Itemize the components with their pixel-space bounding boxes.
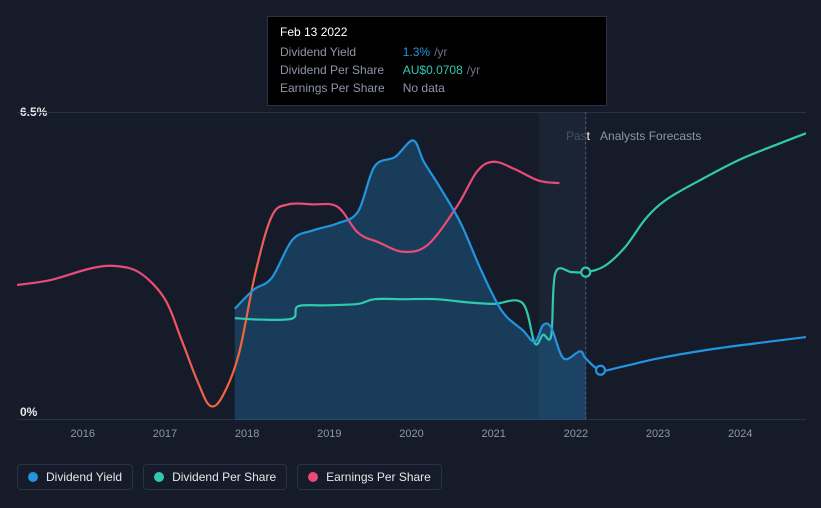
x-axis-tick: 2019 xyxy=(317,428,341,440)
x-axis: 2016 2017 2018 2019 2020 2021 2022 2023 2024 xyxy=(0,428,821,448)
legend-label: Earnings Per Share xyxy=(326,470,431,484)
tooltip-row-value: No data xyxy=(403,79,480,97)
legend-dot-icon xyxy=(308,472,318,482)
tooltip-row-value: 1.3%/yr xyxy=(403,43,480,61)
legend-dividend-yield[interactable]: Dividend Yield xyxy=(17,464,133,490)
tooltip-row-label: Dividend Per Share xyxy=(280,61,403,79)
tooltip-row-label: Earnings Per Share xyxy=(280,79,403,97)
chart-tooltip: Feb 13 2022 Dividend Yield1.3%/yrDividen… xyxy=(267,16,607,106)
legend-label: Dividend Per Share xyxy=(172,470,276,484)
x-axis-tick: 2016 xyxy=(71,428,95,440)
legend-earnings-per-share[interactable]: Earnings Per Share xyxy=(297,464,442,490)
legend: Dividend Yield Dividend Per Share Earnings… xyxy=(17,464,442,490)
legend-dot-icon xyxy=(154,472,164,482)
dividend-chart: Feb 13 2022 Dividend Yield1.3%/yrDividen… xyxy=(0,0,821,508)
tooltip-date: Feb 13 2022 xyxy=(280,25,594,39)
legend-dot-icon xyxy=(28,472,38,482)
tooltip-row-label: Dividend Yield xyxy=(280,43,403,61)
x-axis-tick: 2017 xyxy=(153,428,177,440)
legend-dividend-per-share[interactable]: Dividend Per Share xyxy=(143,464,287,490)
x-axis-tick: 2023 xyxy=(646,428,670,440)
x-axis-tick: 2021 xyxy=(481,428,505,440)
x-axis-tick: 2024 xyxy=(728,428,752,440)
x-axis-tick: 2022 xyxy=(564,428,588,440)
x-axis-tick: 2018 xyxy=(235,428,259,440)
tooltip-row-value: AU$0.0708/yr xyxy=(403,61,480,79)
x-axis-tick: 2020 xyxy=(399,428,423,440)
chart-plot[interactable] xyxy=(17,112,806,420)
legend-label: Dividend Yield xyxy=(46,470,122,484)
